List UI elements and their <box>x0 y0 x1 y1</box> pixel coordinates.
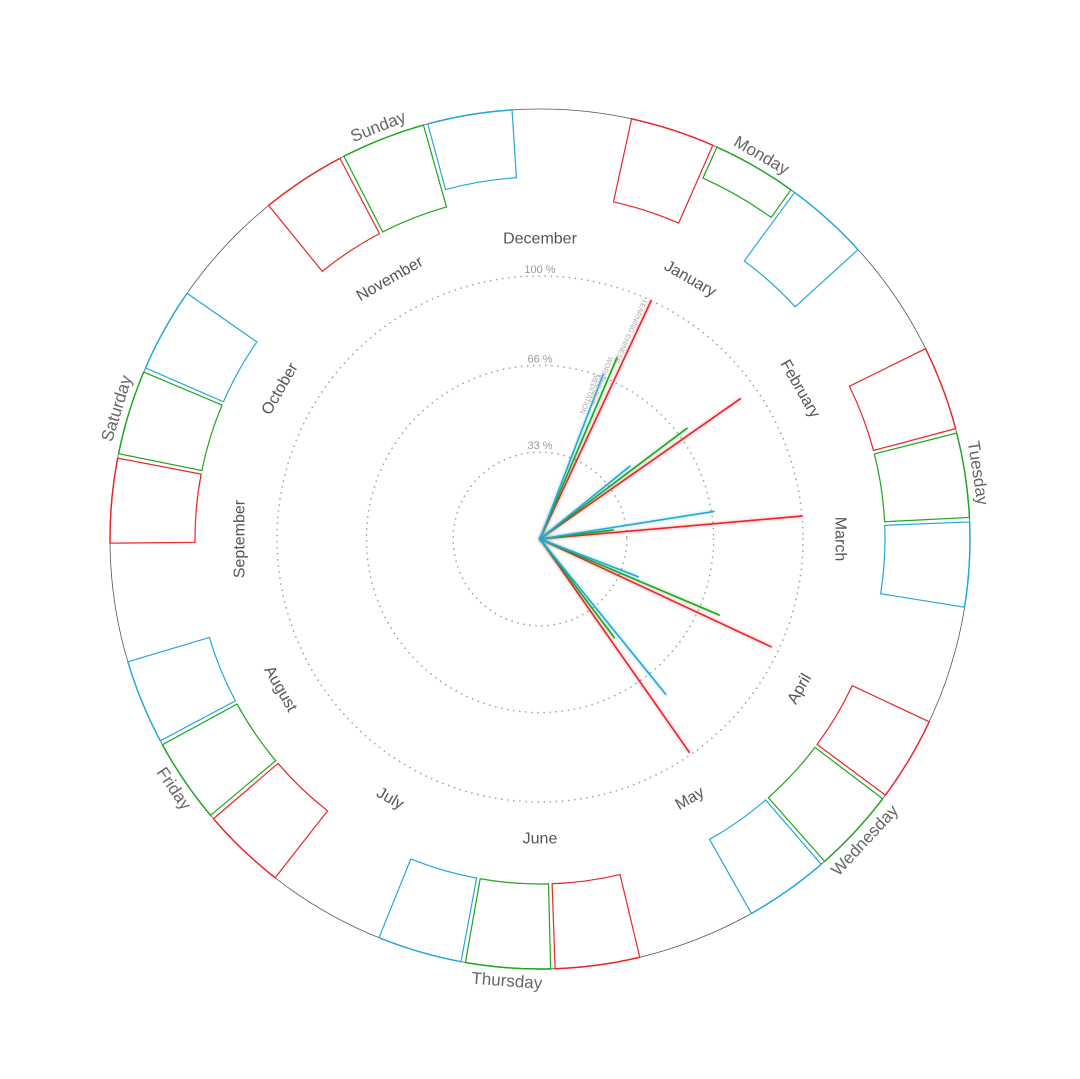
day-label-thursday: Thursday <box>471 969 544 993</box>
weekly-arc-saturday-meditation <box>144 292 188 369</box>
month-line-meditation-april <box>539 538 640 578</box>
weekly-bar-saturday-learning <box>109 457 202 544</box>
month-line-meditation-february <box>539 465 631 540</box>
weekly-bar-monday-learning <box>612 118 714 224</box>
weekly-arc-thursday-learning <box>555 956 640 970</box>
weekly-arc-wednesday-meditation <box>751 863 822 915</box>
weekly-bar-sunday-meditation <box>427 109 518 191</box>
month-label-april: April <box>784 671 815 707</box>
month-line-meditation-may <box>539 538 667 696</box>
month-line-learning-may <box>539 538 691 754</box>
day-label-monday: Monday <box>731 132 793 179</box>
weekly-arc-tuesday-meditation <box>963 521 971 608</box>
day-label-friday: Friday <box>153 764 196 814</box>
radial-tick-label: 100 % <box>524 264 555 276</box>
month-label-july: July <box>373 784 406 813</box>
weekly-arc-wednesday-working <box>824 798 884 862</box>
weekly-bar-tuesday-learning <box>848 347 957 452</box>
month-label-january: January <box>661 258 719 301</box>
weekly-bar-friday-learning <box>212 762 329 879</box>
weekly-bar-thursday-working <box>464 878 552 970</box>
day-label-wednesday: Wednesday <box>827 801 902 880</box>
guide-circle-66 <box>365 364 715 714</box>
weekly-arc-monday-working <box>716 146 792 191</box>
weekly-arc-wednesday-learning <box>884 721 930 796</box>
month-label-october: October <box>259 360 303 418</box>
weekly-bar-wednesday-meditation <box>708 799 823 915</box>
weekly-bar-saturday-working <box>117 371 223 472</box>
weekly-arc-friday-meditation <box>127 661 161 742</box>
month-label-november: November <box>354 253 427 305</box>
series-label-learning: LEARNING CHINESE <box>612 298 648 364</box>
month-line-meditation-march <box>539 510 715 540</box>
weekly-arc-monday-learning <box>631 118 714 146</box>
weekly-arc-thursday-working <box>465 961 551 970</box>
radial-tick-label: 33 % <box>527 440 552 452</box>
guide-circle-100 <box>276 275 804 803</box>
weekly-arc-monday-meditation <box>794 191 859 251</box>
weekly-bar-monday-meditation <box>743 191 859 308</box>
weekly-arc-saturday-working <box>117 371 145 454</box>
weekly-bar-sunday-learning <box>267 157 381 273</box>
weekly-bar-saturday-meditation <box>144 292 258 403</box>
weekly-arc-thursday-meditation <box>378 937 462 963</box>
weekly-arc-friday-learning <box>212 818 276 879</box>
weekly-bar-thursday-learning <box>551 873 641 970</box>
weekly-arc-tuesday-working <box>956 432 971 518</box>
month-label-june: June <box>523 831 558 848</box>
month-label-february: February <box>776 357 823 421</box>
weekly-bar-thursday-meditation <box>378 858 478 963</box>
weekly-arc-sunday-learning <box>268 157 341 206</box>
month-label-september: September <box>232 499 249 578</box>
month-label-may: May <box>673 784 708 814</box>
weekly-arc-sunday-working <box>343 124 424 157</box>
month-label-august: August <box>260 663 300 715</box>
guide-circle-33 <box>452 451 628 627</box>
month-label-march: March <box>832 517 849 561</box>
weekly-arc-sunday-meditation <box>427 109 513 125</box>
month-label-december: December <box>503 231 577 248</box>
weekly-arc-saturday-learning <box>109 457 119 544</box>
weekly-arc-tuesday-learning <box>924 348 957 429</box>
weekly-bar-tuesday-meditation <box>879 521 971 608</box>
month-line-meditation-january <box>539 373 604 540</box>
month-line-learning-january <box>539 299 652 540</box>
weekly-bar-friday-meditation <box>127 636 237 742</box>
weekly-arc-friday-working <box>161 744 212 816</box>
month-line-learning-march <box>539 515 803 540</box>
weekly-bar-wednesday-learning <box>816 684 931 796</box>
radial-tick-label: 66 % <box>527 353 552 365</box>
